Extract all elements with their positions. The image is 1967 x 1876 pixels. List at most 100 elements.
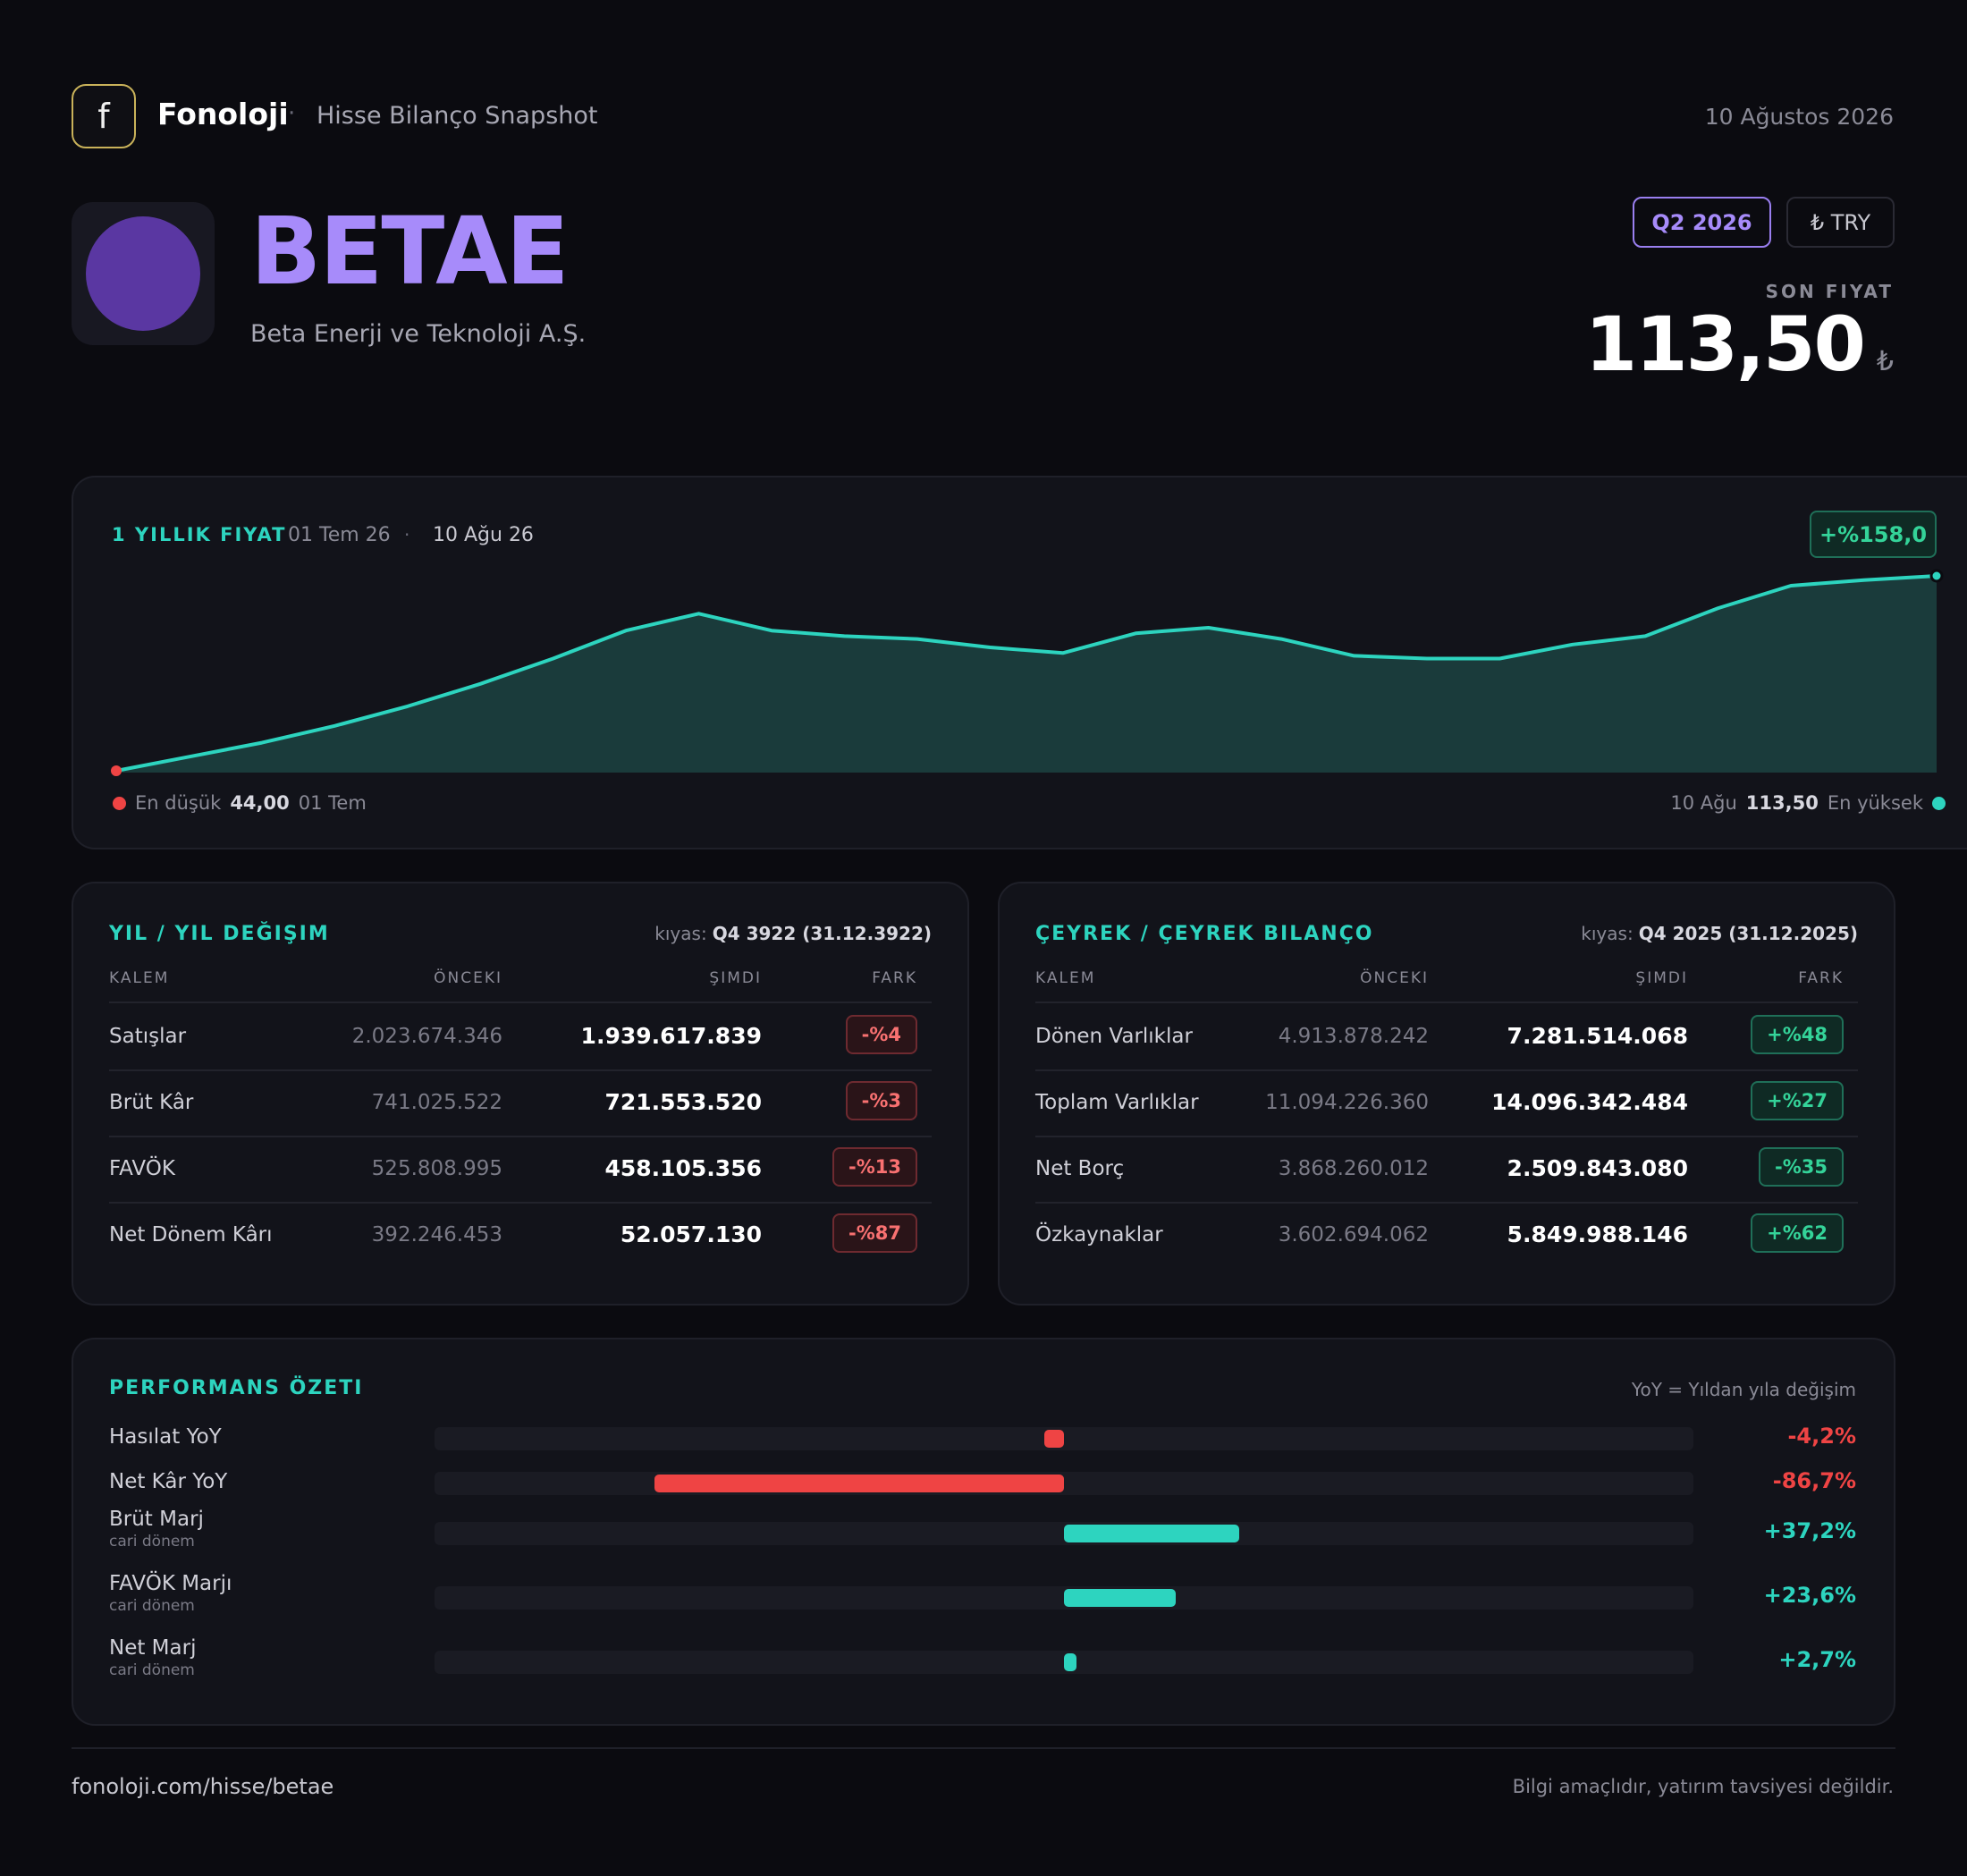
row-now: 5.849.988.146 xyxy=(1507,1221,1688,1247)
legend-high-value: 113,50 xyxy=(1745,792,1819,814)
legend-low-label: En düşük xyxy=(135,792,222,814)
performance-track xyxy=(435,1651,1693,1674)
col-header-simdi: ŞIMDI xyxy=(709,969,762,987)
diff-badge: -%4 xyxy=(845,1015,917,1054)
company-logo xyxy=(72,202,215,345)
col-header-kalem: KALEM xyxy=(109,969,170,987)
performance-track xyxy=(435,1586,1693,1610)
brand-subtitle: Hisse Bilanço Snapshot xyxy=(317,102,598,130)
performance-track xyxy=(435,1472,1693,1495)
divider xyxy=(1035,1069,1858,1071)
row-name: Brüt Kâr xyxy=(109,1091,194,1114)
divider xyxy=(1035,1202,1858,1204)
chart-start-date: 01 Tem 26 xyxy=(288,524,391,546)
performance-value: -4,2% xyxy=(1787,1424,1856,1449)
price-change-badge: +%158,0 xyxy=(1810,511,1937,558)
performance-sublabel: cari dönem xyxy=(109,1661,195,1679)
performance-value: -86,7% xyxy=(1772,1468,1856,1493)
row-name: Toplam Varlıklar xyxy=(1035,1091,1199,1114)
divider xyxy=(109,1001,932,1003)
high-point xyxy=(1929,569,1944,583)
table-row: Brüt Kâr 741.025.522 721.553.520 -%3 xyxy=(109,1069,932,1136)
col-header-kalem: KALEM xyxy=(1035,969,1096,987)
company-logo-circle xyxy=(86,216,200,331)
row-now: 52.057.130 xyxy=(620,1221,762,1247)
performance-value: +23,6% xyxy=(1763,1583,1856,1608)
row-now: 721.553.520 xyxy=(604,1089,762,1115)
row-now: 7.281.514.068 xyxy=(1507,1023,1688,1049)
price-chart xyxy=(111,569,1944,776)
price-row: 113,50 ₺ xyxy=(1585,300,1894,388)
row-name: Net Borç xyxy=(1035,1157,1125,1180)
qoq-table-header: KALEM ÖNCEKI ŞIMDI FARK xyxy=(1035,969,1858,991)
qoq-table-title: ÇEYREK / ÇEYREK BILANÇO xyxy=(1035,923,1374,945)
performance-bar xyxy=(1043,1430,1064,1448)
row-diff: +%62 xyxy=(1751,1213,1844,1253)
table-row: Net Dönem Kârı 392.246.453 52.057.130 -%… xyxy=(109,1202,932,1268)
divider xyxy=(109,1202,932,1204)
row-name: Dönen Varlıklar xyxy=(1035,1025,1193,1048)
performance-bar xyxy=(1064,1653,1077,1671)
legend-low-value: 44,00 xyxy=(230,792,290,814)
performance-track xyxy=(435,1427,1693,1450)
brand-name: Fonoloji xyxy=(157,97,289,131)
low-point xyxy=(111,765,122,776)
performance-value: +2,7% xyxy=(1778,1647,1856,1672)
company-name: Beta Enerji ve Teknoloji A.Ş. xyxy=(250,320,587,348)
diff-badge: -%13 xyxy=(832,1147,917,1187)
footer-divider xyxy=(72,1747,1895,1749)
chart-end-date: 10 Ağu 26 xyxy=(433,524,534,546)
yoy-compare: kıyas: Q4 3922 (31.12.3922) xyxy=(654,923,932,944)
legend-low: En düşük 44,00 01 Tem xyxy=(113,792,367,814)
row-now: 1.939.617.839 xyxy=(580,1023,762,1049)
row-prev: 741.025.522 xyxy=(371,1091,502,1114)
divider xyxy=(1035,1001,1858,1003)
qoq-table-panel: ÇEYREK / ÇEYREK BILANÇO kıyas: Q4 2025 (3… xyxy=(998,882,1895,1306)
performance-label: Brüt Marj xyxy=(109,1508,204,1531)
row-diff: -%87 xyxy=(832,1213,917,1253)
diff-badge: -%3 xyxy=(845,1081,917,1120)
legend-high: 10 Ağu 113,50 En yüksek xyxy=(1670,792,1946,814)
performance-track xyxy=(435,1522,1693,1545)
diff-badge: +%62 xyxy=(1751,1213,1844,1253)
row-prev: 392.246.453 xyxy=(371,1223,502,1246)
performance-label: FAVÖK Marjı xyxy=(109,1572,232,1595)
yoy-compare-value: Q4 3922 (31.12.3922) xyxy=(712,923,932,944)
table-row: Net Borç 3.868.260.012 2.509.843.080 -%3… xyxy=(1035,1136,1858,1202)
period-badge[interactable]: Q2 2026 xyxy=(1633,197,1771,248)
price-currency-icon: ₺ xyxy=(1876,346,1894,377)
row-diff: +%27 xyxy=(1751,1081,1844,1120)
row-prev: 4.913.878.242 xyxy=(1278,1025,1429,1048)
row-name: Net Dönem Kârı xyxy=(109,1223,273,1246)
qoq-compare: kıyas: Q4 2025 (31.12.2025) xyxy=(1581,923,1858,944)
qoq-compare-label: kıyas: xyxy=(1581,923,1634,944)
row-prev: 11.094.226.360 xyxy=(1265,1091,1429,1114)
row-now: 14.096.342.484 xyxy=(1491,1089,1688,1115)
price-label: SON FIYAT xyxy=(1765,281,1894,302)
divider xyxy=(109,1136,932,1137)
row-diff: -%4 xyxy=(845,1015,917,1054)
diff-badge: +%27 xyxy=(1751,1081,1844,1120)
table-row: Toplam Varlıklar 11.094.226.360 14.096.3… xyxy=(1035,1069,1858,1136)
header-date: 10 Ağustos 2026 xyxy=(1704,104,1894,130)
last-price: 113,50 xyxy=(1584,300,1866,388)
table-row: Özkaynaklar 3.602.694.062 5.849.988.146 … xyxy=(1035,1202,1858,1268)
currency-badge[interactable]: ₺ TRY xyxy=(1786,197,1895,248)
ticker-symbol: BETAE xyxy=(250,197,570,306)
row-diff: -%3 xyxy=(845,1081,917,1120)
col-header-fark: FARK xyxy=(872,969,917,987)
row-name: FAVÖK xyxy=(109,1157,175,1180)
divider xyxy=(1035,1136,1858,1137)
footer-url[interactable]: fonoloji.com/hisse/betae xyxy=(72,1774,334,1799)
performance-label: Net Kâr YoY xyxy=(109,1470,228,1493)
performance-value: +37,2% xyxy=(1763,1518,1856,1543)
price-area xyxy=(116,576,1937,773)
chart-date-separator: · xyxy=(404,524,410,545)
row-prev: 3.602.694.062 xyxy=(1278,1223,1429,1246)
row-now: 458.105.356 xyxy=(604,1155,762,1181)
brand-logo: f xyxy=(72,84,136,148)
row-prev: 3.868.260.012 xyxy=(1278,1157,1429,1180)
brand-separator: · xyxy=(288,100,296,127)
row-diff: -%13 xyxy=(832,1147,917,1187)
performance-sublabel: cari dönem xyxy=(109,1597,195,1615)
